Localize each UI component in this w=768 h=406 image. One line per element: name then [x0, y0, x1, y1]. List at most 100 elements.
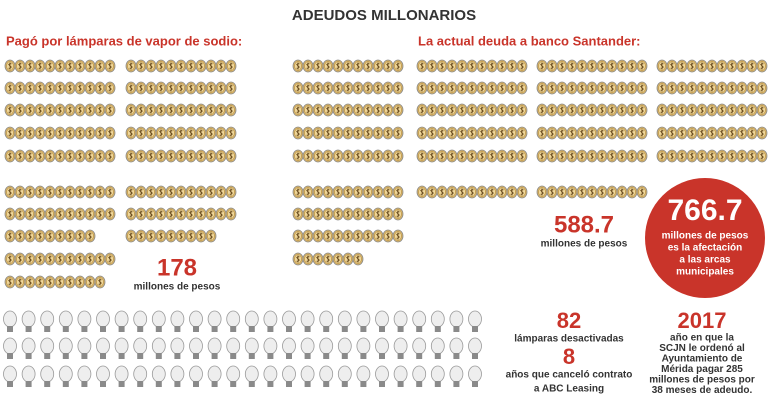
coin-sign [620, 84, 624, 92]
bulb-base [416, 326, 423, 332]
coin-sign [8, 210, 12, 218]
coin-sign [306, 84, 310, 92]
coin-sign [570, 188, 574, 196]
coin-sign [129, 62, 133, 70]
coin-sign [670, 152, 674, 160]
coin-sign [386, 232, 390, 240]
coin-sign [590, 106, 594, 114]
coin-sign [440, 188, 444, 196]
coin-sign [610, 84, 614, 92]
coin-sign [450, 129, 454, 137]
coin-sign [28, 278, 32, 286]
coin-sign [129, 152, 133, 160]
coin-sign [209, 84, 213, 92]
coin-sign [356, 232, 360, 240]
coin-sign [580, 106, 584, 114]
coin-sign [760, 152, 764, 160]
coin-sign [690, 84, 694, 92]
coin-sign [700, 62, 704, 70]
bulb-glass [189, 310, 203, 328]
coin-sign [670, 62, 674, 70]
coin-sign [179, 62, 183, 70]
bulb-base [193, 326, 199, 332]
bulb-glass [300, 337, 315, 355]
bulb-glass [21, 337, 36, 355]
coin-sign [38, 255, 42, 263]
coin-sign [296, 62, 300, 70]
bulb-base [341, 353, 348, 359]
coin-sign [189, 232, 193, 240]
coin-sign [560, 62, 564, 70]
coin-sign [420, 84, 424, 92]
bulb-glass [356, 365, 371, 383]
coin-sign [720, 129, 724, 137]
coin-sign [98, 106, 102, 114]
coin-sign [396, 210, 400, 218]
coin-sign [88, 62, 92, 70]
bulb-base [416, 353, 423, 359]
coin-sign [590, 152, 594, 160]
coin-sign [336, 84, 340, 92]
coin-sign [450, 84, 454, 92]
coin-sign [386, 210, 390, 218]
bulb-glass [337, 337, 352, 355]
coin-sign [98, 255, 102, 263]
coin-sign [750, 84, 754, 92]
coin-sign [630, 188, 634, 196]
coin-sign [336, 255, 340, 263]
coin-sign [78, 62, 82, 70]
coin-sign [229, 62, 233, 70]
coin-sign [38, 278, 42, 286]
coin-sign [450, 62, 454, 70]
coin-sign [296, 232, 300, 240]
coin-sign [98, 129, 102, 137]
coin-sign [346, 152, 350, 160]
coin-sign [720, 62, 724, 70]
coin-sign [500, 129, 504, 137]
coin-sign [540, 129, 544, 137]
coin-sign [336, 232, 340, 240]
coin-sign [420, 188, 424, 196]
bulb-glass [412, 337, 427, 355]
coin-sign [68, 188, 72, 196]
coin-sign [470, 62, 474, 70]
coin-sign [470, 84, 474, 92]
coin-sign [670, 84, 674, 92]
bulb-base [137, 353, 144, 359]
coin-sign [366, 62, 370, 70]
coin-sign [720, 106, 724, 114]
coin-sign [108, 210, 112, 218]
coin-sign [139, 62, 143, 70]
coin-sign [590, 129, 594, 137]
coin-sign [28, 188, 32, 196]
bulb-base [174, 326, 181, 332]
bulb-base [230, 381, 237, 387]
coin-sign [78, 129, 82, 137]
coin-sign [376, 84, 380, 92]
coin-sign [386, 62, 390, 70]
coin-sign [740, 84, 744, 92]
coin-sign [179, 129, 183, 137]
bulb-glass [375, 337, 389, 355]
coin-sign [600, 106, 604, 114]
coin-sign [430, 129, 434, 137]
coin-sign [219, 152, 223, 160]
coin-sign [98, 188, 102, 196]
coin-sign [630, 129, 634, 137]
coin-sign [510, 188, 514, 196]
bulb-base [118, 326, 125, 332]
coin-sign [48, 278, 52, 286]
coin-sign [78, 255, 82, 263]
coin-sign [760, 62, 764, 70]
coin-sign [169, 84, 173, 92]
coin-sign [68, 84, 72, 92]
coin-sign [356, 106, 360, 114]
coin-sign [600, 188, 604, 196]
coin-sign [68, 255, 72, 263]
coin-sign [570, 129, 574, 137]
coin-sign [396, 62, 400, 70]
bulb-base [453, 353, 460, 359]
coin-sign [560, 106, 564, 114]
coin-sign [8, 62, 12, 70]
coin-sign [366, 84, 370, 92]
